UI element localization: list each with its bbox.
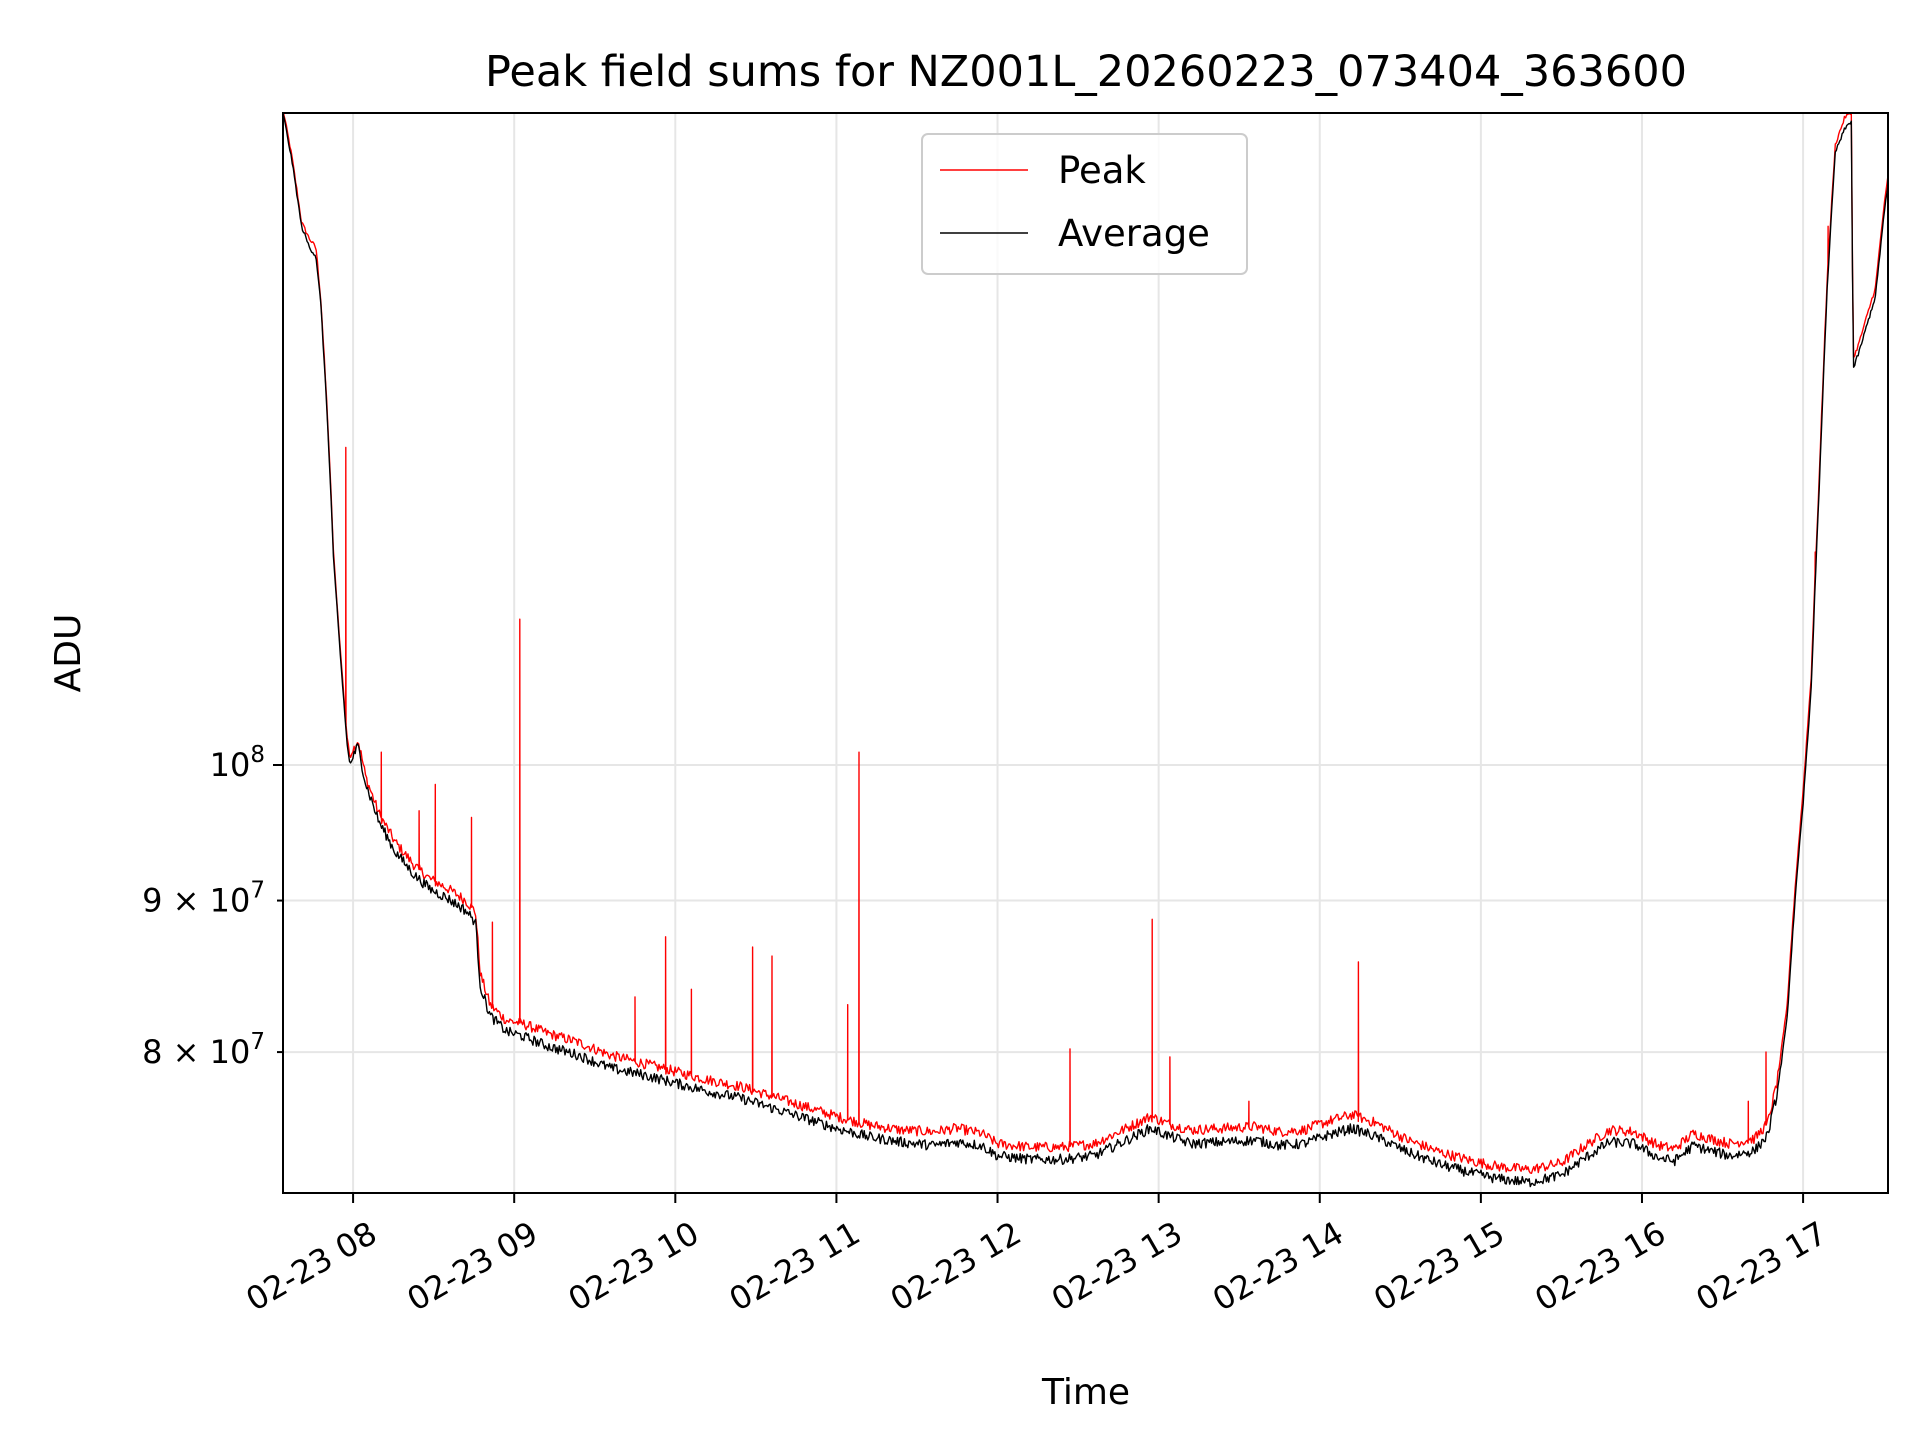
legend-average-label: Average (1058, 212, 1210, 255)
series-line-average (283, 113, 1888, 1188)
y-tick-label: 9 × 107 (142, 878, 265, 920)
y-tick-label: 108 (210, 742, 265, 784)
plot-series (283, 113, 1888, 1188)
grid (283, 113, 1888, 1193)
y-axis-label: ADU (48, 614, 89, 693)
y-tick-label: 8 × 107 (142, 1029, 265, 1071)
y-axis: 8 × 107 9 × 107 108 (142, 742, 283, 1071)
chart-title: Peak field sums for NZ001L_20260223_0734… (485, 47, 1687, 97)
x-axis-label: Time (1041, 1372, 1130, 1413)
legend-box (921, 133, 1248, 275)
legend-peak-label: Peak (1058, 149, 1146, 192)
legend: Peak Average (921, 133, 1248, 275)
plot-frame (282, 112, 1889, 1194)
series-line-peak (283, 113, 1888, 1174)
